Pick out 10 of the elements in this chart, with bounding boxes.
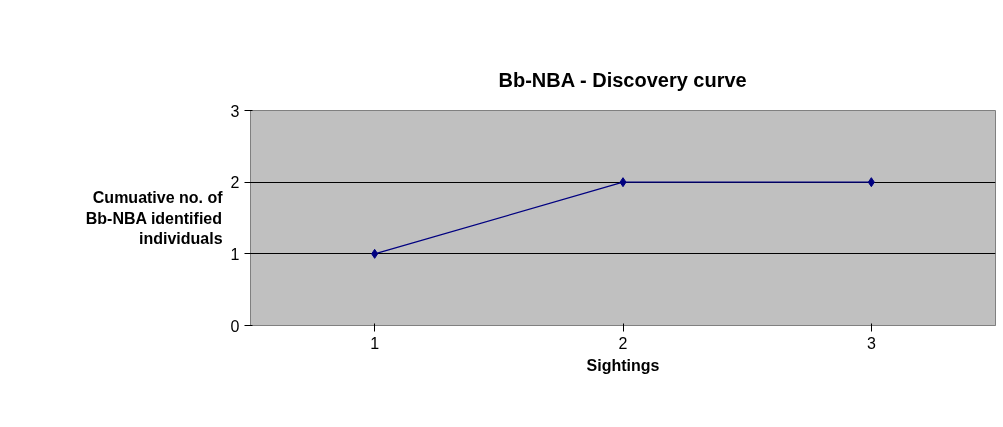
x-tick-label: 1 [370,334,380,352]
y-tick-label: 0 [230,317,240,335]
y-tick-label: 2 [230,174,240,192]
chart-title: Bb-NBA - Discovery curve [498,68,747,91]
x-axis-title: Sightings [586,356,660,374]
y-tick-label: 1 [230,245,240,263]
x-tick-label: 3 [866,334,876,352]
x-tick-label: 2 [618,334,628,352]
y-axis-title: Cumuative no. of Bb-NBA identified individuals [85,189,224,247]
y-tick-label: 3 [230,102,240,120]
